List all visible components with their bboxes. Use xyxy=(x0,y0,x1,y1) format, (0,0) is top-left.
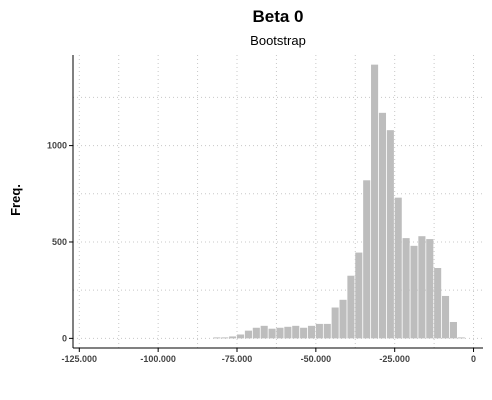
histogram-bar xyxy=(347,275,355,339)
x-tick-label: 0 xyxy=(471,354,476,364)
histogram-bar xyxy=(307,325,316,339)
histogram-bar xyxy=(221,337,229,339)
histogram-bar xyxy=(386,130,394,339)
histogram-bar xyxy=(410,245,418,339)
histogram-bar xyxy=(457,337,465,339)
x-ticks: -125.000 -100.000 -75.000 -50.000 -25.000 0 xyxy=(62,348,476,364)
histogram-bar xyxy=(300,327,308,339)
histogram-bar xyxy=(426,239,434,339)
histogram-bar xyxy=(237,334,245,339)
y-ticks: 0 500 1000 xyxy=(47,141,73,343)
histogram-bar xyxy=(442,295,450,339)
histogram-bar xyxy=(315,323,323,339)
histogram-bar xyxy=(276,327,284,339)
histogram-bar xyxy=(213,337,221,339)
histogram-bar xyxy=(244,330,252,339)
histogram-bar xyxy=(402,238,410,339)
histogram-bar xyxy=(252,327,260,339)
histogram-bar xyxy=(378,112,387,339)
histogram-bar xyxy=(363,180,371,339)
y-axis-label: Freq. xyxy=(8,184,23,216)
x-tick-label: -25.000 xyxy=(379,354,410,364)
histogram-bar xyxy=(260,325,268,339)
histogram-bar xyxy=(449,321,457,339)
histogram-bar xyxy=(371,64,379,339)
chart-title: Beta 0 xyxy=(252,7,303,26)
axes xyxy=(72,55,483,349)
bars xyxy=(213,64,465,339)
histogram-bar xyxy=(292,325,300,339)
histogram-bar xyxy=(355,252,363,339)
histogram-bar xyxy=(394,197,402,339)
histogram-bar xyxy=(418,236,426,339)
histogram-bar xyxy=(323,323,331,339)
y-tick-label: 1000 xyxy=(47,141,67,151)
histogram-bar xyxy=(268,328,276,339)
x-tick-label: -125.000 xyxy=(62,354,98,364)
x-tick-label: -75.000 xyxy=(222,354,253,364)
histogram-bar xyxy=(229,336,237,339)
y-tick-label: 0 xyxy=(62,333,67,343)
chart-subtitle: Bootstrap xyxy=(250,33,306,48)
histogram-bar xyxy=(284,326,292,339)
histogram-bar xyxy=(434,268,442,339)
y-tick-label: 500 xyxy=(52,237,67,247)
x-tick-label: -100.000 xyxy=(140,354,176,364)
histogram-bar xyxy=(339,299,347,339)
histogram-bar xyxy=(331,307,339,339)
x-tick-label: -50.000 xyxy=(301,354,332,364)
